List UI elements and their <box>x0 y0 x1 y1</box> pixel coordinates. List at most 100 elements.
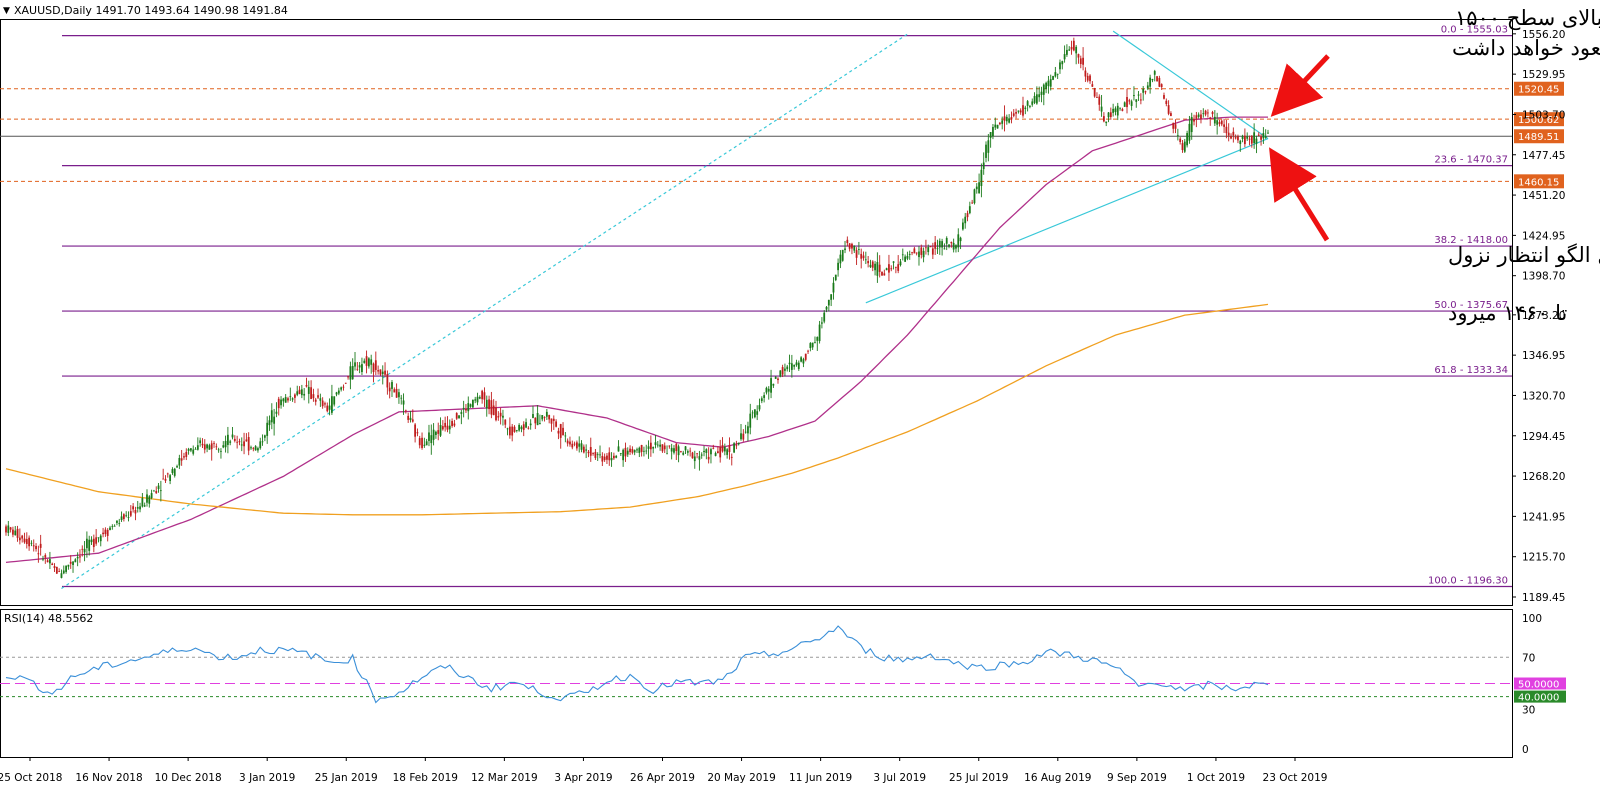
candle-body <box>747 426 749 434</box>
candle-body <box>853 245 856 251</box>
candle-body <box>25 539 28 544</box>
candle-body <box>760 398 763 402</box>
candle-body <box>1112 108 1115 113</box>
candle-body <box>670 447 673 452</box>
candle-body <box>1225 126 1228 134</box>
candle-body <box>187 448 190 451</box>
candle-body <box>435 431 437 435</box>
candle-body <box>217 449 220 451</box>
candle-body <box>143 505 146 507</box>
candle-body <box>1220 120 1223 125</box>
candle-body <box>1144 91 1147 93</box>
chevron-down-icon[interactable]: ▼ <box>3 6 10 16</box>
annotation-bottom-line1: با شکست سطح و تکمیل الگو انتظار نزول <box>1448 243 1600 268</box>
candle-body <box>703 450 705 453</box>
time-axis-label: 3 Jul 2019 <box>873 772 926 784</box>
candle-body <box>55 566 58 574</box>
candle-body <box>673 448 675 453</box>
candle-body <box>72 561 74 565</box>
candle-body <box>871 261 874 268</box>
candle-body <box>1086 75 1089 81</box>
candle-body <box>298 389 301 394</box>
candle-body <box>855 250 858 258</box>
candle-body <box>386 374 389 388</box>
candle-body <box>1149 77 1152 87</box>
candle-body <box>347 376 349 378</box>
candle-body <box>35 546 37 550</box>
candle-body <box>471 399 474 408</box>
candle-body <box>848 243 851 249</box>
candle-body <box>139 506 141 510</box>
price-axis-label: 1556.20 <box>1522 29 1565 41</box>
candle-body <box>710 449 712 455</box>
candle-body <box>146 494 148 503</box>
candle-body <box>166 473 169 475</box>
candlesticks <box>5 37 1269 579</box>
candle-body <box>802 359 805 364</box>
candle-body <box>210 443 213 450</box>
candle-body <box>539 422 541 424</box>
candle-body <box>545 411 548 417</box>
candle-body <box>21 535 24 539</box>
time-axis-label: 18 Feb 2019 <box>393 772 458 784</box>
candle-body <box>973 189 976 204</box>
candle-body <box>1172 122 1175 129</box>
candle-body <box>1061 61 1064 65</box>
candle-body <box>1176 135 1179 137</box>
time-axis: 25 Oct 2018 16 Nov 2018 10 Dec 2018 3 Jan 2… <box>0 757 1327 784</box>
candle-body <box>975 186 978 190</box>
fib-level-label: 23.6 - 1470.37 <box>1434 155 1508 166</box>
rsi-axis-label: 70 <box>1522 652 1535 664</box>
price-tag-label: 1500.62 <box>1518 115 1559 126</box>
candle-body <box>423 444 426 446</box>
candle-body <box>795 362 798 366</box>
candle-body <box>643 450 645 452</box>
candle-body <box>1230 136 1232 139</box>
candle-body <box>1022 105 1024 116</box>
candle-body <box>481 390 484 400</box>
candle-body <box>1054 72 1057 77</box>
time-axis-label: 1 Oct 2019 <box>1187 772 1245 784</box>
candle-body <box>44 555 47 558</box>
candle-body <box>289 396 292 398</box>
time-axis-label: 23 Oct 2019 <box>1263 772 1328 784</box>
candle-body <box>1005 116 1008 122</box>
candle-body <box>229 441 232 443</box>
price-axis: 1520.45 1500.62 1460.15 1489.51 1556.20 1529.… <box>1512 29 1565 604</box>
candle-body <box>559 424 562 438</box>
candle-body <box>645 450 648 452</box>
candle-body <box>335 392 338 395</box>
moving-average-long-line <box>5 303 1269 516</box>
candle-body <box>823 312 826 322</box>
candle-body <box>453 423 456 426</box>
candle-body <box>730 456 733 458</box>
candle-body <box>818 324 821 342</box>
candle-body <box>1093 88 1096 97</box>
candle-body <box>1063 54 1066 60</box>
candle-body <box>569 441 571 445</box>
symbol-header: XAUUSD,Daily 1491.70 1493.64 1490.98 149… <box>14 4 288 17</box>
candle-body <box>585 449 588 451</box>
candle-body <box>97 537 100 539</box>
annotation-top-line1: قیمت با قرارگرفتن بالای سطح ۱۵۰۰ <box>1455 6 1600 31</box>
candle-body <box>897 264 900 271</box>
candle-body <box>109 527 111 531</box>
candle-body <box>372 363 375 373</box>
candle-body <box>772 383 775 386</box>
candle-body <box>555 421 558 427</box>
price-axis-label: 1268.20 <box>1522 471 1565 483</box>
candle-body <box>899 261 902 266</box>
candle-body <box>1200 114 1202 119</box>
candle-body <box>582 446 585 453</box>
candle-body <box>1047 80 1050 87</box>
candle-body <box>638 447 641 453</box>
candle-body <box>162 478 165 480</box>
candle-body <box>1012 113 1015 116</box>
candle-body <box>194 448 197 450</box>
price-axis-label: 1424.95 <box>1522 230 1565 242</box>
candle-body <box>534 417 537 424</box>
candle-body <box>88 539 91 551</box>
candle-body <box>180 458 183 461</box>
candle-body <box>606 455 608 460</box>
candle-body <box>247 437 250 451</box>
